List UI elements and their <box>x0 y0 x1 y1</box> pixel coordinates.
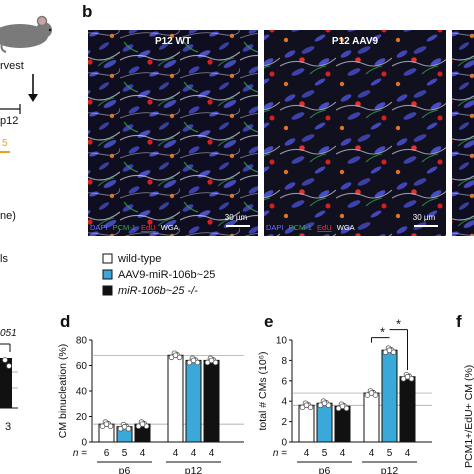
sig-star-1: * <box>380 325 385 340</box>
panel-letter-b: b <box>82 2 92 21</box>
n-count: 4 <box>340 448 346 459</box>
legend-swatch-wt <box>102 253 113 264</box>
bar-p6-0 <box>298 404 315 443</box>
legend-label-ko: miR-106b~25 -/- <box>118 285 198 297</box>
data-point <box>208 357 215 364</box>
n-count: 4 <box>209 448 215 459</box>
scale-label-right: 30 µm <box>413 213 436 222</box>
y-tick-label: 80 <box>76 336 88 347</box>
y-tick-label: 0 <box>281 438 287 449</box>
y-tick-label: 60 <box>76 361 88 372</box>
y-tick-label: 6 <box>281 376 287 387</box>
n-count: 5 <box>122 448 128 459</box>
data-point <box>103 421 110 427</box>
bar-p6-1 <box>316 402 333 443</box>
down-arrow-icon <box>28 74 38 102</box>
data-point <box>404 373 411 380</box>
bar-p12-0 <box>167 354 184 443</box>
cropped-bar <box>0 358 12 408</box>
bar-p12-2 <box>399 376 416 443</box>
y-axis-label: CM binucleation (%) <box>57 344 69 439</box>
chart-e: 0 2 4 6 8 10 total # CMs (10⁶) 4 5 4 p6 4 5 4 p12 n = * * <box>257 317 432 474</box>
stain-edu: EdU <box>141 223 156 232</box>
n-count: 4 <box>304 448 310 459</box>
n-count: 4 <box>191 448 197 459</box>
mouse-icon <box>0 15 52 53</box>
y-tick-label: 10 <box>276 336 288 347</box>
stain-pcm: PCM-1 <box>113 223 136 232</box>
y-tick-label: 8 <box>281 356 287 367</box>
data-point <box>386 347 393 354</box>
micrograph-left: P12 WT 30 µm DAPI PCM-1 EdU WGA <box>88 30 258 236</box>
data-point <box>368 390 375 396</box>
bar-p12-1 <box>381 349 398 443</box>
scale-label-left: 30 µm <box>225 213 248 222</box>
panel-c-fragment: 051 3 <box>0 328 18 433</box>
schematic-ls-label: ls <box>0 253 8 265</box>
n-prefix: n = <box>273 448 287 459</box>
data-point <box>190 357 197 364</box>
group-label: p6 <box>119 465 131 474</box>
schematic-ne-label: ne) <box>0 210 16 222</box>
bar-p12-0 <box>363 392 380 443</box>
panel-letter-f: f <box>456 312 462 331</box>
n-prefix: n = <box>73 448 87 459</box>
bar-p12-2 <box>203 359 220 443</box>
y-tick-label: 40 <box>76 387 88 398</box>
legend-label-aav: AAV9-miR-106b~25 <box>118 269 215 281</box>
legend-label-wt: wild-type <box>117 253 161 265</box>
stain-dapi-right: DAPI <box>266 223 284 232</box>
sig-star-2: * <box>396 317 401 332</box>
stain-wga-right: WGA <box>337 223 355 232</box>
n-count: 5 <box>387 448 393 459</box>
data-point <box>303 402 310 409</box>
n-count: 4 <box>173 448 179 459</box>
n-count: 4 <box>405 448 411 459</box>
group-label: p6 <box>319 465 331 474</box>
mir-label: 051 <box>0 328 17 339</box>
micrograph-left-title: P12 WT <box>155 36 191 47</box>
y-tick-label: 2 <box>281 417 287 428</box>
stain-wga: WGA <box>161 223 179 232</box>
n-count: 4 <box>140 448 146 459</box>
panel-letter-e: e <box>264 312 273 331</box>
group-legend: wild-type AAV9-miR-106b~25 miR-106b~25 -… <box>102 253 215 297</box>
group-label: p12 <box>185 465 203 474</box>
harvest-label: rvest <box>0 60 24 72</box>
data-point <box>321 400 328 407</box>
y-axis-label: total # CMs (10⁶) <box>257 351 269 430</box>
micrograph-right-title: P12 AAV9 <box>332 36 379 47</box>
data-point <box>139 421 146 427</box>
n-count: 6 <box>104 448 110 459</box>
stain-legend-left: DAPI PCM-1 EdU WGA <box>90 223 179 232</box>
n-count: 4 <box>369 448 375 459</box>
n-count: 5 <box>322 448 328 459</box>
panel-f-ylabel: PCM1+/EdU+ CM (%) <box>463 365 474 468</box>
y-tick-label: 4 <box>281 397 287 408</box>
orange-marker-label: 5 <box>2 138 8 149</box>
legend-swatch-aav <box>102 269 113 280</box>
legend-swatch-ko <box>102 285 113 296</box>
y-tick-label: 0 <box>81 438 87 449</box>
micrograph-cropped-edge <box>452 30 474 236</box>
data-point <box>172 352 179 359</box>
y-tick-label: 20 <box>76 412 88 423</box>
stain-dapi: DAPI <box>90 223 108 232</box>
micrograph-right: P12 AAV9 30 µm DAPI PCM-1 EdU WGA <box>264 30 446 236</box>
stain-edu-right: EdU <box>317 223 332 232</box>
schematic-strip: rvest p12 5 ne) ls <box>0 15 52 265</box>
stain-legend-right: DAPI PCM-1 EdU WGA <box>266 223 355 232</box>
bar-p6-2 <box>334 405 351 443</box>
data-point <box>339 403 346 410</box>
data-point <box>121 423 128 430</box>
stain-pcm-right: PCM-1 <box>289 223 312 232</box>
chart-d: 0 20 40 60 80 CM binucleation (%) 6 5 4 p6 4 4 4 p12 n… <box>57 336 244 474</box>
group-label: p12 <box>381 465 399 474</box>
bar-p12-1 <box>185 359 202 443</box>
day-label: p12 <box>0 115 18 127</box>
cropped-count: 3 <box>5 421 11 433</box>
panel-letter-d: d <box>60 312 70 331</box>
